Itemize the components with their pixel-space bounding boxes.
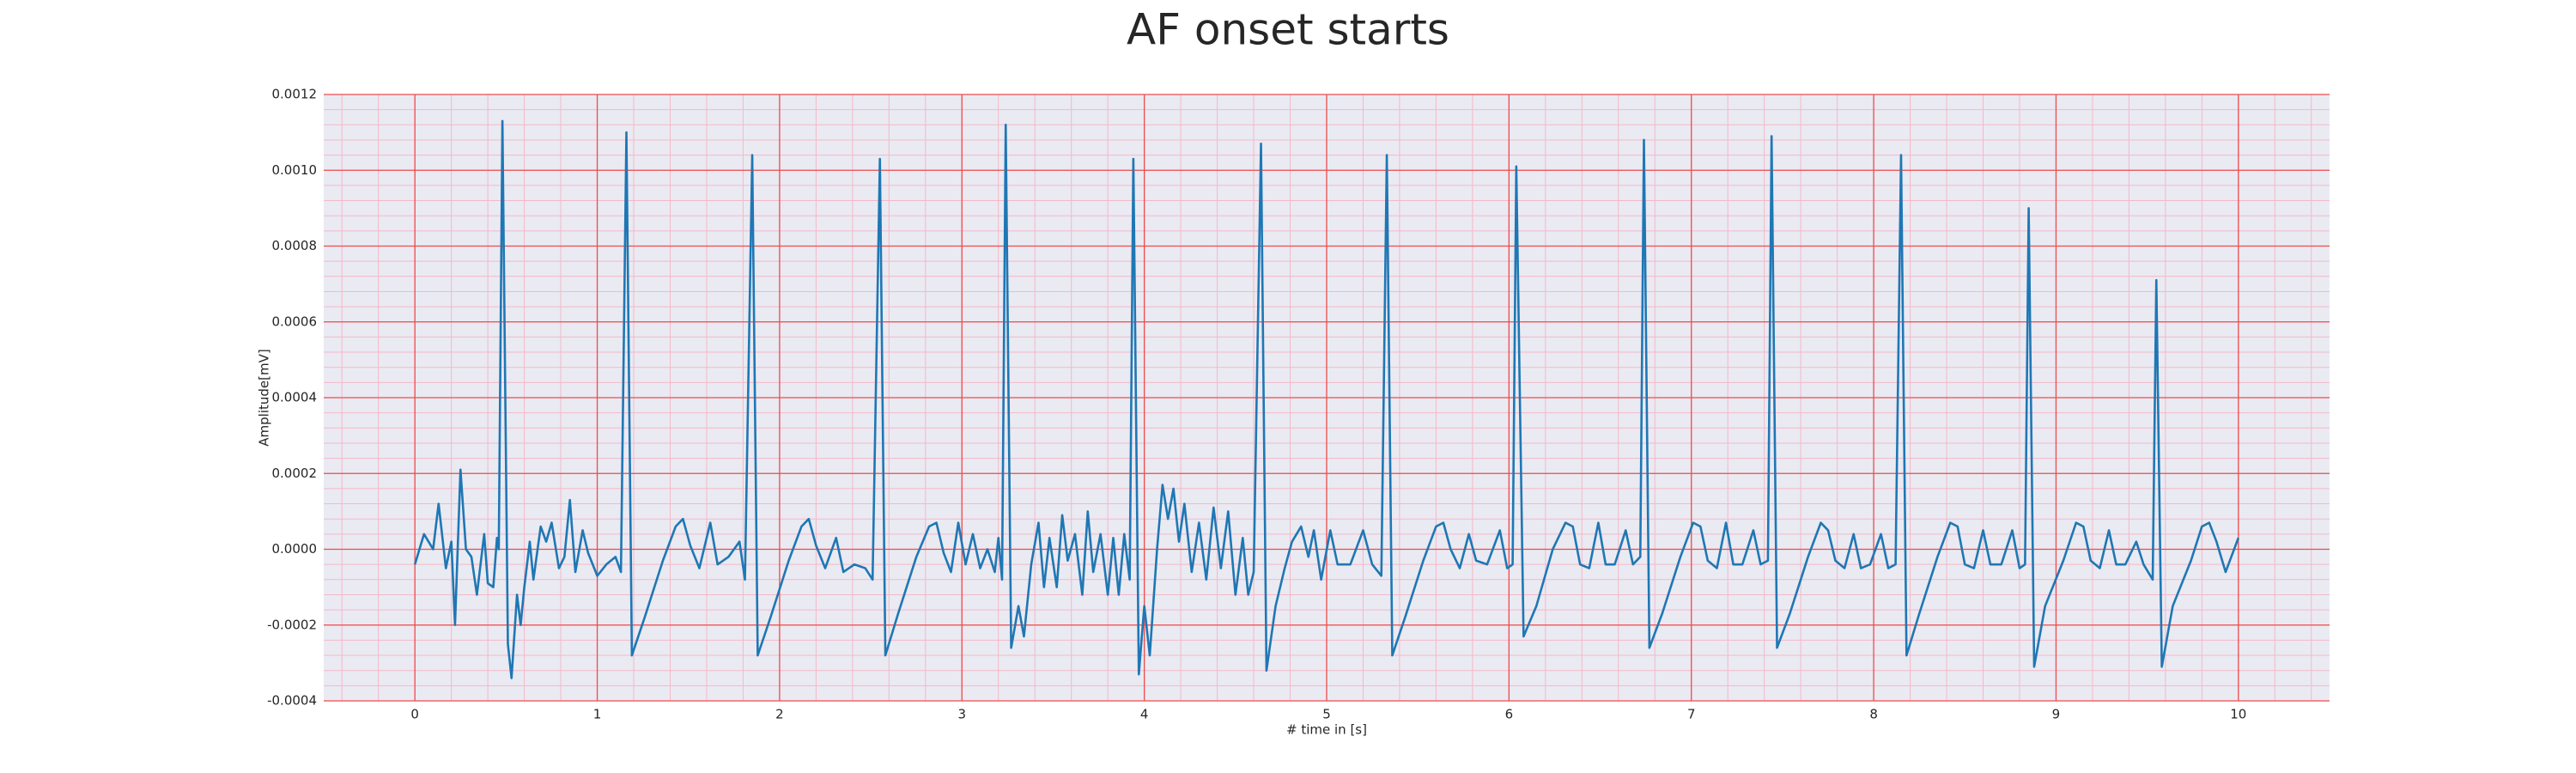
tick-labels: 0 1 2 3 4 5 6 7 8 9 10 -0.0004 -0.0002 0.0000 0.0002 0.… [267, 87, 2246, 722]
y-tick-label: 0.0012 [272, 87, 318, 102]
x-tick-label: 3 [957, 707, 966, 722]
x-tick-label: 9 [2052, 707, 2061, 722]
y-tick-label: 0.0006 [272, 313, 318, 329]
x-tick-label: 5 [1322, 707, 1331, 722]
y-tick-label: 0.0000 [272, 541, 318, 557]
y-tick-label: -0.0002 [267, 617, 317, 632]
x-tick-label: 7 [1687, 707, 1696, 722]
x-tick-label: 10 [2230, 707, 2246, 722]
y-tick-label: 0.0002 [272, 466, 318, 481]
ecg-line [413, 119, 2240, 679]
x-tick-label: 1 [593, 707, 602, 722]
chart-title: AF onset starts [1127, 5, 1449, 55]
y-tick-label: -0.0004 [267, 693, 317, 709]
x-tick-label: 6 [1505, 707, 1514, 722]
x-axis-label: # time in [s] [1286, 722, 1367, 738]
x-tick-label: 4 [1140, 707, 1149, 722]
y-tick-label: 0.0010 [272, 162, 318, 178]
x-tick-label: 0 [410, 707, 419, 722]
x-tick-label: 8 [1869, 707, 1878, 722]
y-tick-label: 0.0008 [272, 238, 318, 253]
y-tick-label: 0.0004 [272, 390, 318, 405]
y-axis-label: Amplitude[mV] [257, 349, 272, 446]
x-tick-label: 2 [775, 707, 784, 722]
major-grid [324, 94, 2330, 702]
series [413, 119, 2240, 679]
